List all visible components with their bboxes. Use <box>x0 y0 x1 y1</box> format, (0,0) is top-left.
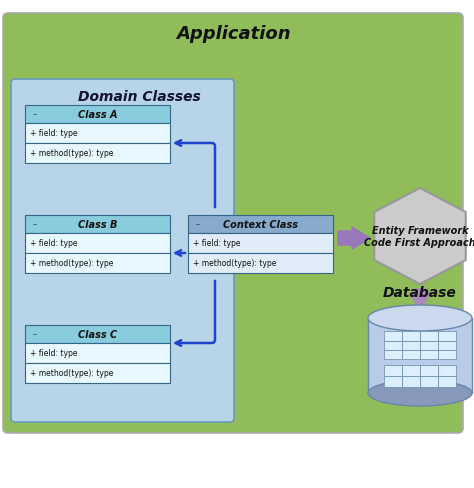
Text: Entity Framework
Code First Approach: Entity Framework Code First Approach <box>364 225 474 248</box>
FancyBboxPatch shape <box>25 216 170 234</box>
Bar <box>384 376 402 387</box>
Bar <box>368 318 472 393</box>
Bar <box>420 331 438 341</box>
Text: Class B: Class B <box>78 220 117 229</box>
Text: –: – <box>33 330 37 339</box>
Bar <box>420 341 438 350</box>
Text: Class C: Class C <box>78 329 117 339</box>
FancyBboxPatch shape <box>188 253 333 273</box>
Bar <box>438 341 456 350</box>
Bar <box>384 350 402 360</box>
Text: + field: type: + field: type <box>193 239 240 248</box>
Text: + field: type: + field: type <box>30 129 78 138</box>
FancyArrow shape <box>410 289 430 311</box>
Bar <box>438 376 456 387</box>
Ellipse shape <box>368 380 472 406</box>
Text: –: – <box>33 110 37 119</box>
Bar <box>384 331 402 341</box>
Ellipse shape <box>368 305 472 331</box>
FancyBboxPatch shape <box>25 106 170 124</box>
FancyArrow shape <box>338 227 370 249</box>
Bar <box>420 365 438 376</box>
Bar <box>420 350 438 360</box>
FancyBboxPatch shape <box>25 124 170 143</box>
Text: + method(type): type: + method(type): type <box>193 259 276 268</box>
FancyBboxPatch shape <box>188 216 333 234</box>
Text: + method(type): type: + method(type): type <box>30 149 113 158</box>
Text: –: – <box>33 220 37 229</box>
Bar <box>402 350 420 360</box>
Bar <box>438 331 456 341</box>
Bar <box>438 350 456 360</box>
FancyBboxPatch shape <box>3 14 463 433</box>
Text: –: – <box>196 220 200 229</box>
Bar <box>402 376 420 387</box>
Text: + field: type: + field: type <box>30 349 78 358</box>
Text: Database: Database <box>383 285 457 299</box>
Text: Application: Application <box>176 25 290 43</box>
Bar <box>384 341 402 350</box>
Text: Domain Classes: Domain Classes <box>78 90 201 104</box>
Text: Context Class: Context Class <box>223 220 298 229</box>
Bar <box>384 365 402 376</box>
Bar <box>402 365 420 376</box>
Polygon shape <box>374 189 466 285</box>
FancyBboxPatch shape <box>25 363 170 383</box>
Bar <box>438 365 456 376</box>
Text: + method(type): type: + method(type): type <box>30 259 113 268</box>
FancyBboxPatch shape <box>25 343 170 363</box>
Text: + method(type): type: + method(type): type <box>30 369 113 378</box>
FancyBboxPatch shape <box>25 143 170 163</box>
FancyBboxPatch shape <box>188 234 333 253</box>
FancyBboxPatch shape <box>11 80 234 422</box>
FancyBboxPatch shape <box>25 253 170 273</box>
FancyBboxPatch shape <box>25 325 170 343</box>
Bar <box>402 341 420 350</box>
Text: + field: type: + field: type <box>30 239 78 248</box>
Bar <box>420 376 438 387</box>
Text: Class A: Class A <box>78 110 117 120</box>
Bar <box>402 331 420 341</box>
FancyBboxPatch shape <box>25 234 170 253</box>
